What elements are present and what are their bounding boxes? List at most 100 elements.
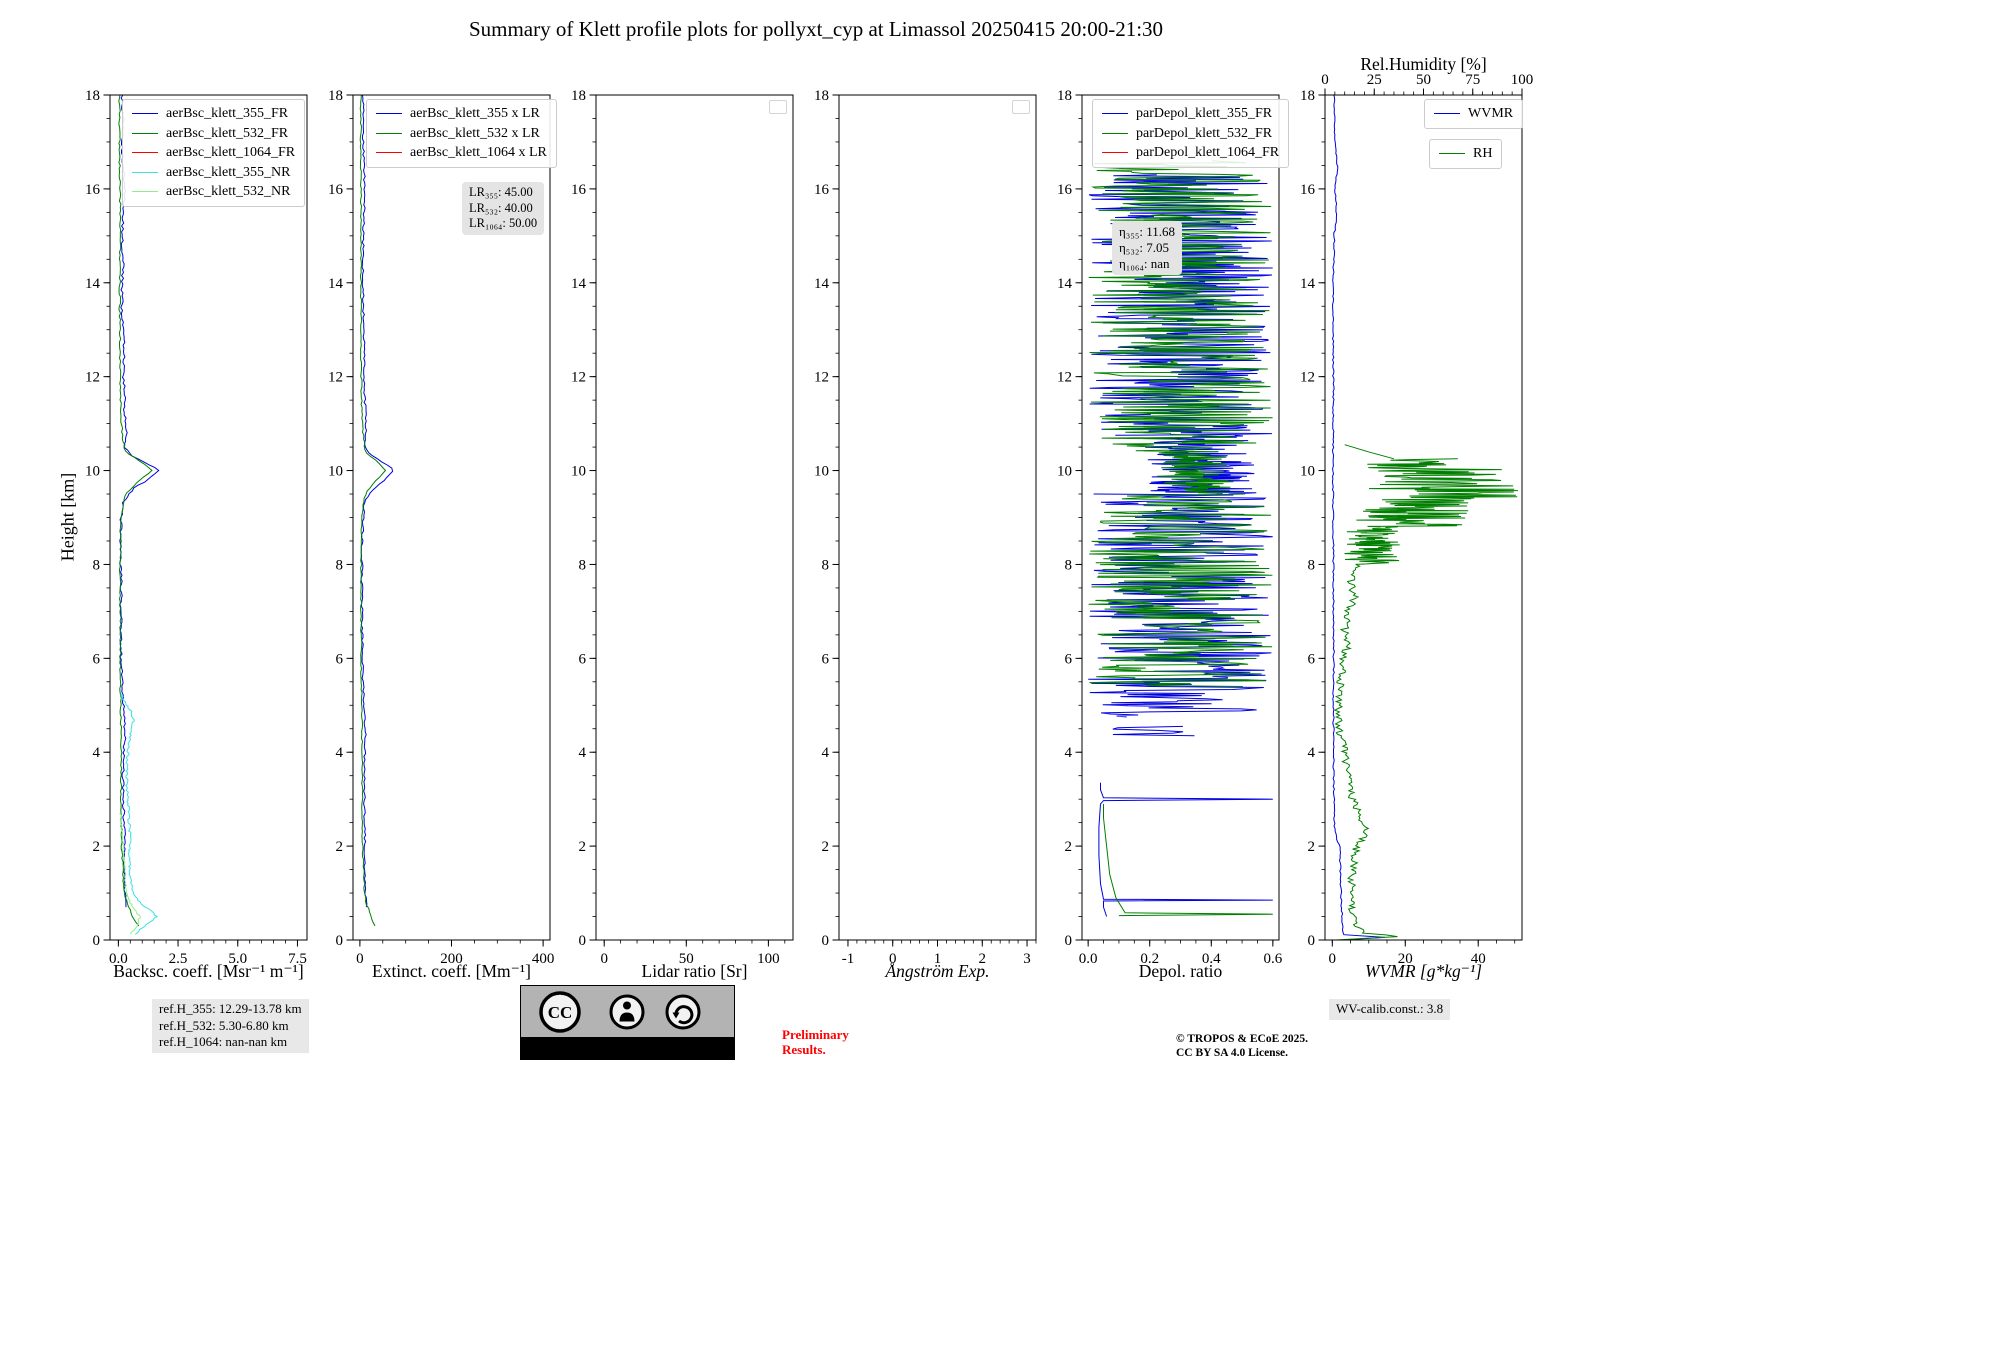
- cc-sa-label: SA: [674, 1042, 692, 1057]
- legend-wvmr: WVMR: [1424, 99, 1524, 129]
- svg-text:0.4: 0.4: [1202, 951, 1221, 967]
- svg-text:0: 0: [822, 933, 830, 949]
- legend-entry: parDepol_klett_355_FR: [1102, 104, 1279, 124]
- legend-entry: aerBsc_klett_355_NR: [132, 163, 295, 183]
- attribution-icon: [609, 994, 645, 1030]
- xlabel-extinction: Extinct. coeff. [Mm⁻¹]: [372, 961, 531, 981]
- svg-text:40: 40: [1471, 951, 1486, 967]
- legend-label: aerBsc_klett_355_NR: [166, 164, 291, 180]
- copyright-note: © TROPOS & ECoE 2025. CC BY SA 4.0 Licen…: [1176, 1033, 1308, 1060]
- svg-text:8: 8: [93, 557, 101, 573]
- svg-text:6: 6: [822, 651, 830, 667]
- svg-text:12: 12: [814, 370, 829, 386]
- svg-text:-1: -1: [842, 951, 855, 967]
- legend-entry: aerBsc_klett_1064_FR: [132, 143, 295, 163]
- preliminary-line-2: Results.: [782, 1042, 826, 1057]
- svg-text:75: 75: [1465, 72, 1480, 88]
- legend-line-swatch: [1434, 113, 1460, 115]
- xlabel-lidar-ratio: Lidar ratio [Sr]: [641, 961, 748, 981]
- legend-label: aerBsc_klett_532_FR: [166, 125, 289, 141]
- lr-355-value: LR₃₅₅: 45.00: [469, 185, 533, 199]
- svg-text:6: 6: [1308, 651, 1316, 667]
- svg-text:6: 6: [579, 651, 587, 667]
- legend-extinction: aerBsc_klett_355 x LR aerBsc_klett_532 x…: [366, 99, 557, 168]
- legend-label: parDepol_klett_355_FR: [1136, 106, 1273, 121]
- copyright-line-1: © TROPOS & ECoE 2025.: [1176, 1033, 1309, 1045]
- lr-532-value: LR₅₃₂: 40.00: [469, 200, 533, 215]
- xlabel-backscatter: Backsc. coeff. [Msr⁻¹ m⁻¹]: [113, 961, 304, 981]
- preliminary-line-1: Preliminary: [782, 1027, 849, 1042]
- svg-text:14: 14: [1300, 276, 1316, 292]
- svg-text:50: 50: [679, 951, 694, 967]
- legend-entry: aerBsc_klett_532_FR: [132, 124, 295, 144]
- legend-entry: aerBsc_klett_532 x LR: [376, 124, 547, 144]
- svg-text:4: 4: [822, 745, 830, 761]
- svg-text:25: 25: [1367, 72, 1382, 88]
- svg-text:2: 2: [93, 839, 101, 855]
- top-axis-label-rh: Rel.Humidity [%]: [1360, 54, 1487, 74]
- svg-text:2: 2: [1308, 839, 1316, 855]
- eta-532-value: η₅₃₂: 7.05: [1119, 240, 1170, 255]
- legend-line-swatch: [1102, 152, 1128, 154]
- svg-text:400: 400: [532, 951, 555, 967]
- cc-icon: [539, 991, 581, 1033]
- svg-text:16: 16: [1057, 182, 1073, 198]
- legend-line-swatch: [132, 191, 158, 193]
- svg-text:10: 10: [1057, 464, 1072, 480]
- legend-line-swatch: [132, 171, 158, 173]
- svg-text:0: 0: [1065, 933, 1073, 949]
- cc-icon-label: CC: [548, 1003, 573, 1022]
- lr-1064-value: LR₁₀₆₄: 50.00: [469, 216, 538, 230]
- svg-text:1: 1: [934, 951, 942, 967]
- svg-text:0: 0: [1321, 72, 1329, 88]
- legend-label: WVMR: [1468, 106, 1514, 121]
- legend-entry: aerBsc_klett_355 x LR: [376, 104, 547, 124]
- svg-text:0: 0: [600, 951, 608, 967]
- svg-text:100: 100: [1511, 72, 1534, 88]
- svg-text:0.2: 0.2: [1140, 951, 1159, 967]
- reference-height-box: ref.H_355: 12.29-13.78 km ref.H_532: 5.3…: [152, 999, 309, 1053]
- svg-text:2: 2: [1065, 839, 1073, 855]
- svg-text:14: 14: [814, 276, 830, 292]
- svg-text:4: 4: [1065, 745, 1073, 761]
- svg-text:10: 10: [814, 464, 829, 480]
- svg-text:12: 12: [1300, 370, 1315, 386]
- legend-line-swatch: [1102, 113, 1128, 115]
- svg-text:10: 10: [571, 464, 586, 480]
- svg-text:16: 16: [814, 182, 830, 198]
- legend-line-swatch: [376, 132, 402, 134]
- svg-text:0: 0: [356, 951, 364, 967]
- legend-line-swatch: [1102, 132, 1128, 134]
- ref-height-355: ref.H_355: 12.29-13.78 km: [159, 1001, 302, 1016]
- legend-backscatter: aerBsc_klett_355_FR aerBsc_klett_532_FR …: [122, 99, 306, 207]
- legend-label: aerBsc_klett_532 x LR: [410, 125, 540, 141]
- svg-text:0: 0: [1329, 951, 1337, 967]
- svg-text:0: 0: [1308, 933, 1316, 949]
- legend-line-swatch: [1439, 153, 1465, 155]
- svg-text:10: 10: [1300, 464, 1315, 480]
- legend-label: RH: [1473, 146, 1493, 161]
- svg-text:20: 20: [1398, 951, 1413, 967]
- svg-text:16: 16: [85, 182, 101, 198]
- svg-text:4: 4: [579, 745, 587, 761]
- legend-entry: parDepol_klett_1064_FR: [1102, 143, 1279, 163]
- legend-label: parDepol_klett_1064_FR: [1136, 145, 1280, 160]
- attribution-person-body: [619, 1012, 635, 1022]
- legend-line-swatch: [376, 152, 402, 154]
- svg-text:4: 4: [336, 745, 344, 761]
- svg-text:14: 14: [1057, 276, 1073, 292]
- lidar-ratio-annotation: LR₃₅₅: 45.00 LR₅₃₂: 40.00 LR₁₀₆₄: 50.00: [462, 182, 545, 235]
- legend-line-swatch: [376, 113, 402, 115]
- depol-eta-annotation: η₃₅₅: 11.68 η₅₃₂: 7.05 η₁₀₆₄: nan: [1112, 221, 1183, 275]
- cc-by-sa-badge: CC BY SA: [520, 985, 735, 1060]
- svg-text:14: 14: [328, 276, 344, 292]
- xlabel-wvmr: WVMR [g*kg⁻¹]: [1364, 961, 1483, 981]
- legend-entry: WVMR: [1434, 104, 1513, 124]
- svg-text:2: 2: [336, 839, 344, 855]
- badge-bottom-bar: [520, 1037, 735, 1060]
- legend-line-swatch: [132, 152, 158, 154]
- svg-text:200: 200: [440, 951, 463, 967]
- legend-entry: aerBsc_klett_1064 x LR: [376, 143, 547, 163]
